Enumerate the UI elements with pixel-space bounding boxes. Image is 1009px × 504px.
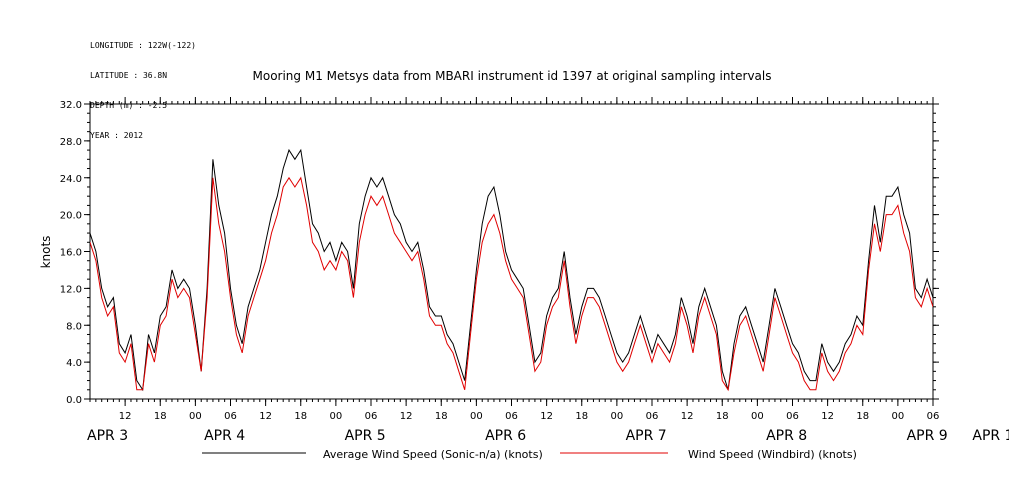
x-tick-label: 00 [189,411,202,422]
y-tick-label: 20.0 [60,211,82,222]
x-tick-label: 00 [470,411,483,422]
y-tick-label: 12.0 [60,284,82,295]
x-date-label: APR 8 [766,428,807,444]
x-date-label: APR 3 [87,428,128,444]
metadata-block: LONGITUDE : 122W(-122) LATITUDE : 36.8N … [90,21,196,151]
y-axis-label: knots [39,236,53,269]
x-tick-label: 00 [751,411,764,422]
x-tick-label: 18 [294,411,307,422]
x-date-label: APR 4 [204,428,245,444]
x-tick-label: 00 [611,411,624,422]
x-tick-label: 18 [435,411,448,422]
x-date-label: APR 7 [626,428,667,444]
legend: Average Wind Speed (Sonic-n/a) (knots) Wi… [202,448,857,461]
year-label: YEAR : 2012 [90,131,143,140]
longitude-label: LONGITUDE : 122W(-122) [90,41,196,50]
y-tick-label: 24.0 [60,174,82,185]
x-date-label: APR 5 [345,428,386,444]
x-tick-label: 06 [505,411,518,422]
x-tick-label: 18 [575,411,588,422]
x-tick-label: 18 [716,411,729,422]
x-tick-label: 06 [224,411,237,422]
x-tick-label: 12 [681,411,694,422]
latitude-label: LATITUDE : 36.8N [90,71,168,80]
x-tick-label: 00 [330,411,343,422]
x-tick-label: 12 [540,411,553,422]
series-line-2 [90,176,933,392]
legend-label: Average Wind Speed (Sonic-n/a) (knots) [323,448,543,461]
x-tick-label: 06 [786,411,799,422]
y-tick-label: 0.0 [66,395,82,406]
x-date-label: APR 6 [485,428,526,444]
y-tick-label: 28.0 [60,137,82,148]
x-tick-label: 06 [927,411,940,422]
legend-label: Wind Speed (Windbird) (knots) [688,448,857,461]
series-line-1 [90,148,933,392]
x-date-label: APR 10 [972,428,1009,444]
y-tick-label: 32.0 [60,100,82,111]
x-tick-label: 12 [821,411,834,422]
y-tick-label: 4.0 [66,358,82,369]
x-tick-label: 12 [119,411,132,422]
x-date-label: APR 9 [907,428,948,444]
x-tick-label: 18 [856,411,869,422]
chart-title: Mooring M1 Metsys data from MBARI instru… [253,69,772,83]
x-tick-label: 06 [646,411,659,422]
x-tick-label: 12 [259,411,272,422]
y-tick-label: 8.0 [66,321,82,332]
x-tick-label: 06 [365,411,378,422]
y-tick-label: 16.0 [60,248,82,259]
depth-label: DEPTH (m) : -2.5 [90,101,168,110]
x-tick-label: 18 [154,411,167,422]
plot-area: 0.0 4.0 8.0 12.0 16.0 20.0 24.0 28.0 32.0 12 18 00 0… [60,97,1009,444]
plot-frame [89,103,934,400]
x-tick-label: 12 [400,411,413,422]
x-tick-label: 00 [892,411,905,422]
